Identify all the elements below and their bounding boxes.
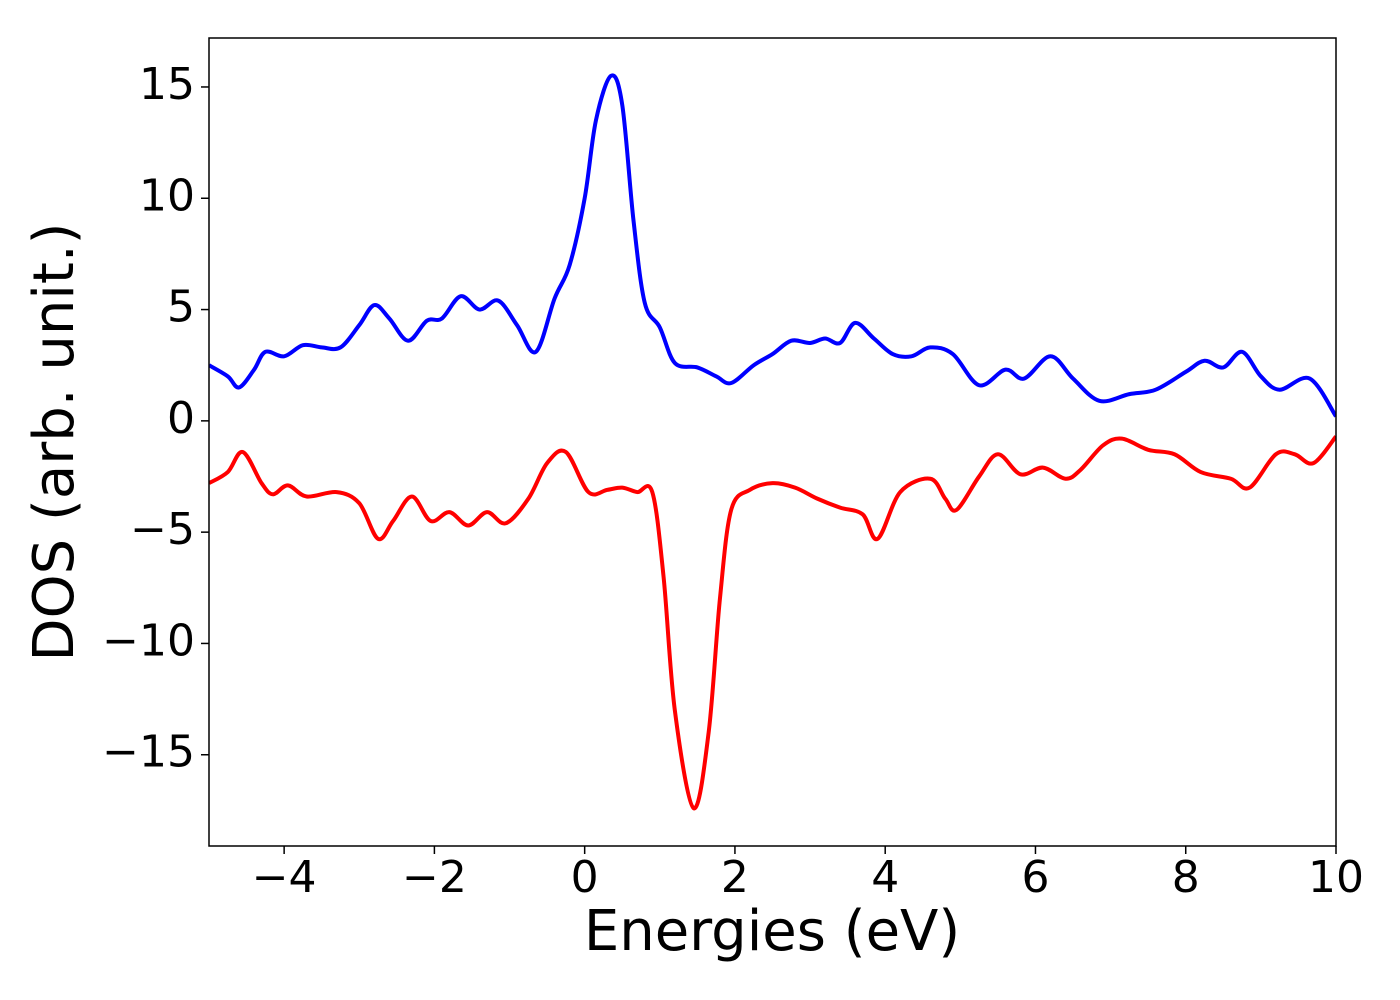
- y-tick-label: 15: [139, 59, 195, 110]
- dos-line: [209, 435, 1336, 811]
- x-axis-label: Energies (eV): [584, 899, 960, 964]
- y-axis-label: DOS (arb. unit.): [22, 222, 87, 661]
- plot-frame: [208, 37, 1337, 847]
- x-tick-label: 10: [1308, 852, 1364, 903]
- y-tick-label: 10: [139, 170, 195, 221]
- y-tick-label: −5: [130, 504, 195, 555]
- x-tick-label: 4: [871, 852, 899, 903]
- y-tick-label: −10: [102, 615, 195, 666]
- y-tick-label: 5: [167, 282, 195, 333]
- y-tick-label: −15: [102, 727, 195, 778]
- x-tick-label: 6: [1021, 852, 1049, 903]
- y-tick-label: 0: [167, 393, 195, 444]
- x-tick-label: −2: [402, 852, 467, 903]
- x-tick-label: 2: [721, 852, 749, 903]
- x-tick-label: −4: [252, 852, 317, 903]
- x-tick-label: 8: [1172, 852, 1200, 903]
- dos-line: [209, 73, 1336, 418]
- x-tick-label: 0: [571, 852, 599, 903]
